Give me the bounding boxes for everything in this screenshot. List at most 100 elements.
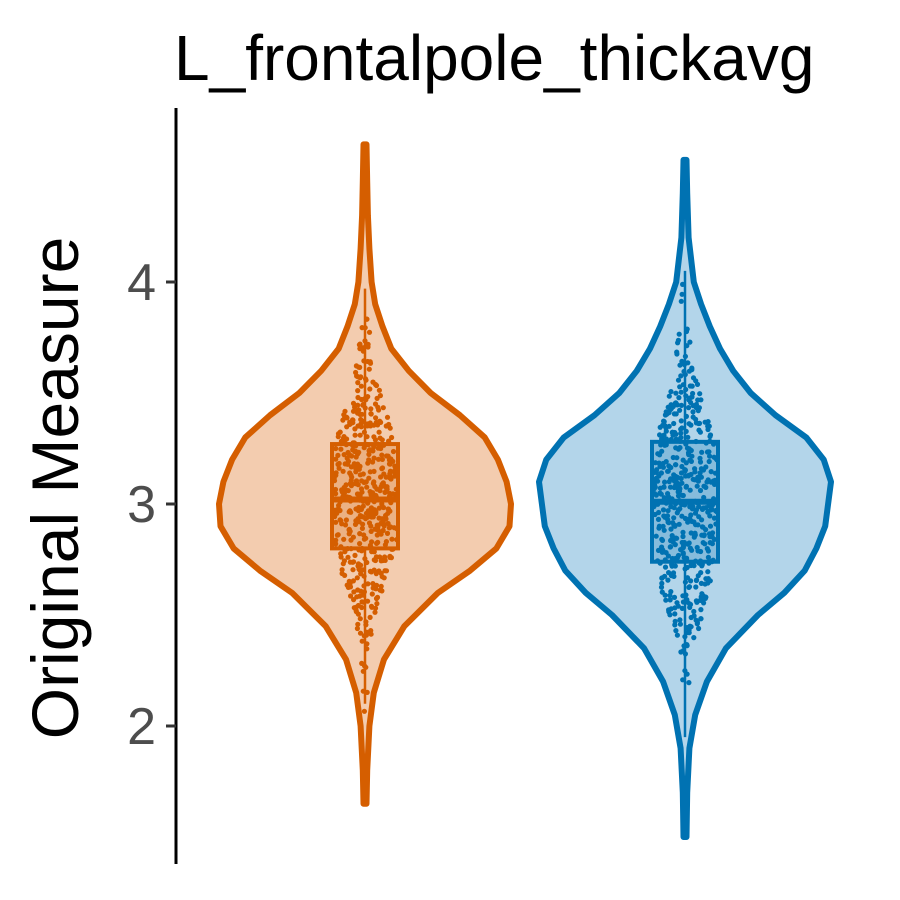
- data-point: [364, 646, 370, 652]
- data-point: [668, 589, 674, 595]
- data-point: [689, 518, 695, 525]
- data-point: [358, 571, 364, 577]
- data-point: [350, 567, 356, 573]
- data-point: [355, 602, 361, 609]
- data-point: [657, 485, 664, 491]
- data-point: [361, 429, 367, 435]
- data-point: [389, 434, 395, 441]
- data-point: [657, 432, 663, 438]
- data-point: [383, 568, 390, 574]
- data-point: [665, 494, 672, 500]
- data-point: [388, 474, 394, 481]
- data-point: [683, 386, 689, 393]
- jitter-points: [651, 281, 720, 686]
- data-point: [693, 522, 699, 528]
- data-point: [355, 611, 361, 617]
- data-point: [674, 632, 681, 638]
- data-point: [374, 594, 381, 601]
- data-point: [667, 544, 673, 550]
- data-point: [371, 567, 377, 573]
- data-point: [343, 517, 349, 523]
- data-point: [694, 577, 700, 583]
- data-point: [360, 688, 366, 694]
- data-point: [682, 353, 689, 359]
- data-point: [344, 455, 350, 461]
- data-point: [352, 404, 358, 410]
- data-point: [354, 575, 360, 581]
- data-point: [364, 434, 370, 440]
- data-point: [667, 597, 673, 603]
- data-point: [379, 481, 385, 487]
- data-point: [683, 428, 689, 434]
- data-point: [679, 463, 685, 470]
- data-point: [662, 479, 668, 485]
- data-point: [679, 291, 685, 297]
- data-point: [361, 589, 367, 595]
- data-point: [684, 343, 690, 349]
- data-point: [701, 533, 707, 539]
- data-point: [683, 328, 690, 335]
- data-point: [683, 413, 690, 419]
- data-point: [384, 414, 391, 420]
- data-point: [367, 614, 373, 621]
- data-point: [358, 374, 364, 380]
- data-point: [378, 583, 384, 589]
- data-point: [373, 586, 379, 592]
- data-point: [675, 603, 681, 609]
- data-point: [689, 453, 695, 459]
- data-point: [669, 536, 675, 543]
- data-point: [338, 551, 344, 557]
- data-point: [360, 567, 366, 573]
- data-point: [380, 405, 386, 411]
- data-point: [655, 516, 662, 523]
- data-point: [704, 546, 710, 552]
- data-point: [672, 622, 678, 628]
- data-point: [350, 534, 356, 540]
- data-point: [355, 388, 361, 394]
- data-point: [341, 484, 347, 491]
- data-point: [347, 508, 353, 514]
- data-point: [692, 530, 698, 536]
- data-point: [678, 547, 684, 553]
- data-point: [660, 523, 666, 530]
- data-point: [673, 628, 679, 634]
- data-point: [698, 570, 704, 576]
- data-point: [374, 601, 380, 607]
- data-point: [657, 490, 663, 496]
- data-point: [659, 544, 665, 550]
- data-point: [661, 432, 667, 438]
- data-point: [693, 507, 700, 513]
- data-point: [341, 452, 347, 458]
- data-point: [357, 616, 363, 622]
- data-point: [379, 501, 385, 507]
- data-point: [674, 535, 680, 541]
- data-point: [678, 418, 684, 424]
- data-point: [688, 399, 694, 406]
- data-point: [342, 572, 348, 579]
- data-point: [383, 512, 389, 519]
- violin-group: [216, 141, 514, 807]
- data-point: [678, 373, 684, 379]
- data-point: [386, 457, 392, 463]
- data-point: [681, 643, 687, 649]
- data-point: [364, 316, 370, 322]
- data-point: [686, 405, 692, 411]
- data-point: [375, 456, 382, 462]
- data-point: [351, 559, 357, 565]
- data-point: [688, 578, 694, 584]
- data-point: [684, 555, 690, 561]
- data-point: [698, 397, 704, 403]
- data-point: [665, 553, 672, 559]
- data-point: [374, 395, 380, 401]
- data-point: [378, 558, 384, 564]
- data-point: [674, 480, 680, 486]
- data-point: [338, 446, 344, 452]
- data-point: [678, 389, 684, 395]
- data-point: [357, 630, 364, 636]
- data-point: [688, 458, 695, 464]
- data-point: [335, 461, 341, 467]
- data-point: [342, 461, 348, 467]
- data-point: [364, 641, 370, 647]
- data-point: [697, 487, 704, 494]
- data-point: [387, 553, 393, 560]
